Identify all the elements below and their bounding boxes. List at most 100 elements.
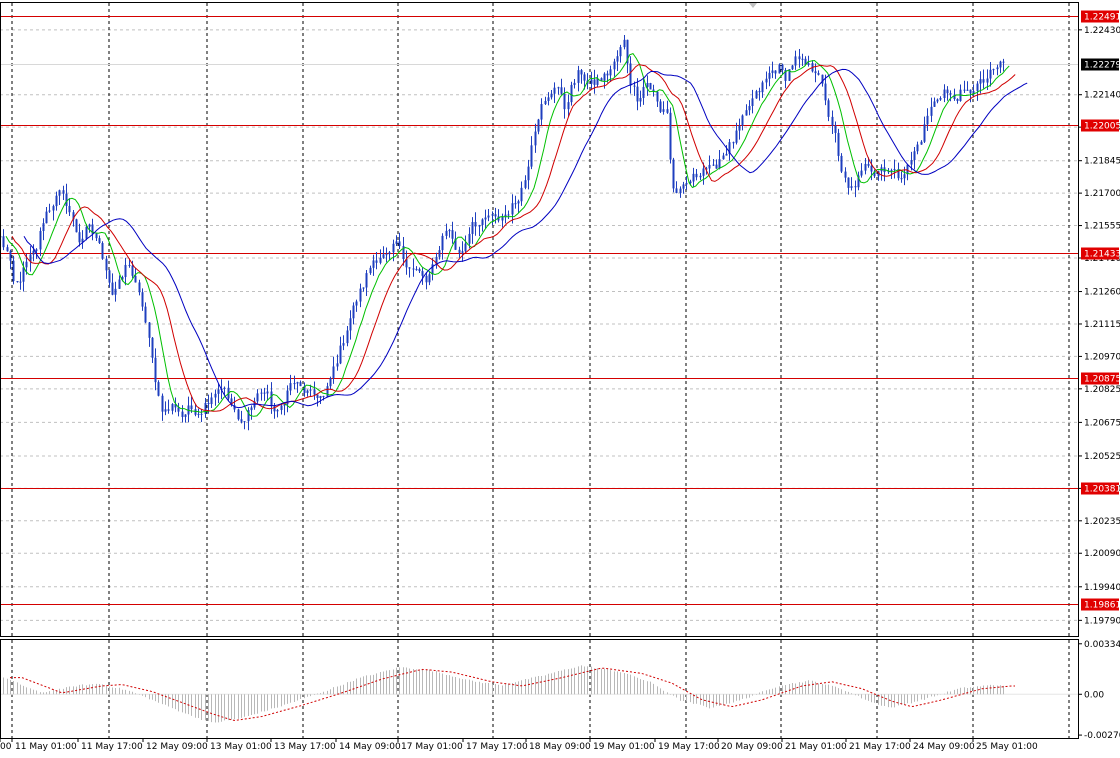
price-tick-label-12: 1.20525 [1084,452,1120,462]
candle-body-155 [511,203,514,215]
candle-body-299 [986,78,989,83]
candle-body-218 [718,159,721,169]
candle-body-18 [58,190,61,196]
moving-average-slow [23,68,1028,409]
price-tick-label-8: 1.21115 [1084,320,1120,330]
candle-body-289 [953,94,956,100]
level-tag-label-3: 1.20875 [1084,375,1120,385]
moving-average-mid [11,63,1016,412]
osc-tick-label-0: 0.003349 [1084,640,1120,650]
candle-body-53 [174,404,177,408]
candle-body-184 [606,73,609,76]
candle-body-295 [972,90,975,94]
time-tick-label-2: 11 May 17:00 [81,742,143,752]
candle-body-21 [68,205,71,213]
price-tick-label-14: 1.20235 [1084,517,1120,527]
candle-body-58 [190,405,193,410]
candle-body-215 [708,164,711,169]
candle-body-148 [487,215,490,218]
candle-body-93 [306,390,309,393]
candle-body-161 [530,145,533,167]
candle-body-152 [501,217,504,221]
candle-body-173 [570,84,573,103]
candle-body-240 [791,65,794,70]
candle-body-1 [2,236,5,248]
candle-body-297 [979,79,982,84]
candle-body-8 [25,261,28,268]
candle-body-107 [352,305,355,319]
candle-body-176 [580,70,583,75]
candle-body-276 [910,160,913,165]
candle-body-203 [669,112,672,160]
candle-body-39 [128,264,131,266]
level-tag-label-1: 1.22005 [1084,122,1120,132]
candle-body-226 [745,110,748,116]
candle-body-255 [840,155,843,172]
candle-body-213 [702,168,705,176]
candle-body-252 [831,116,834,126]
candle-body-134 [441,235,444,251]
candle-body-250 [824,83,827,101]
candle-body-156 [514,203,517,205]
candle-body-135 [445,230,448,236]
candle-body-266 [877,171,880,177]
candle-body-300 [989,69,992,79]
candle-body-88 [289,383,292,391]
candle-body-15 [48,210,51,212]
candle-body-301 [992,69,995,71]
candle-body-128 [421,271,424,276]
candle-body-279 [920,141,923,145]
time-tick-label-14: 21 May 17:00 [849,742,911,752]
moving-averages [5,52,1028,417]
candle-body-28 [91,224,94,234]
candle-body-234 [771,70,774,73]
candle-body-130 [428,274,431,283]
candle-body-257 [847,177,850,188]
candle-body-92 [303,386,306,393]
candle-body-66 [217,389,220,394]
candle-body-165 [544,100,547,105]
candle-body-104 [342,343,345,346]
candle-body-287 [946,89,949,94]
candle-body-174 [573,82,576,85]
oscillator-axis-labels: 0.003349 0.00 -0.002707 [1078,640,1120,741]
candle-body-290 [956,99,959,101]
candle-body-11 [35,249,38,251]
time-tick-label-9: 18 May 09:00 [529,742,591,752]
price-tick-label-3: 1.21845 [1084,157,1120,167]
price-tick-label-10: 1.20825 [1084,385,1120,395]
candle-body-146 [481,219,484,225]
candle-body-180 [593,79,596,85]
candle-body-277 [913,151,916,161]
candle-body-243 [801,58,804,60]
candle-body-68 [223,387,226,389]
candle-body-44 [144,306,147,323]
time-axis-labels: 00 11 May 01:00 11 May 17:00 12 May 09:00 13… [0,738,1038,752]
candle-body-183 [603,73,606,81]
candle-body-3 [9,251,12,261]
price-tick-label-9: 1.20970 [1084,352,1120,362]
candle-body-248 [817,73,820,75]
candle-body-52 [171,404,174,411]
candle-body-109 [359,288,362,302]
chart-shift-marker-icon[interactable] [749,3,757,8]
price-tick-label-11: 1.20675 [1084,418,1120,428]
candle-body-75 [247,410,250,422]
candle-body-125 [412,268,415,270]
candle-body-61 [200,413,203,415]
candle-body-164 [540,104,543,120]
candle-body-63 [207,402,210,405]
candle-body-47 [154,357,157,383]
candle-body-121 [398,241,401,247]
candle-body-198 [652,89,655,92]
candle-body-172 [567,102,570,110]
oscillator-histogram [0,665,1078,723]
candle-body-9 [29,254,32,262]
candle-body-65 [214,393,217,398]
candle-body-27 [88,224,91,227]
candle-body-72 [237,409,240,420]
candle-body-212 [699,175,702,178]
candle-body-45 [148,322,151,338]
candle-body-102 [336,363,339,367]
